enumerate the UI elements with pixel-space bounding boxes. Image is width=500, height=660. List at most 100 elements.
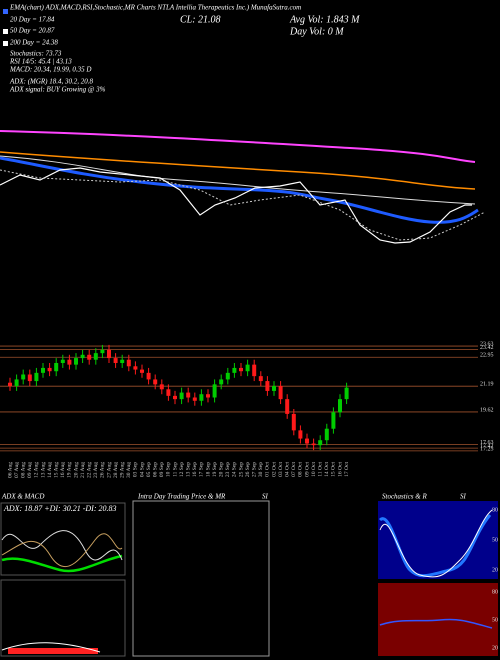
candle-body (206, 394, 210, 398)
x-tick-label: 20 Sep (218, 462, 224, 477)
candle-body (153, 379, 158, 385)
x-tick-label: 27 Aug (106, 462, 112, 478)
stoch-line (378, 514, 492, 578)
candle-body (113, 358, 118, 363)
stoch-panel (378, 501, 498, 579)
di-line (1, 530, 123, 561)
x-tick-label: 29 Aug (119, 462, 125, 478)
x-tick-label: 08 Aug (20, 462, 26, 478)
rsi-line (379, 618, 493, 629)
x-tick-label: 18 Sep (205, 462, 211, 477)
stoch-line (379, 509, 493, 578)
ma-line (0, 169, 486, 241)
candle-body (126, 359, 131, 367)
candle-body (14, 379, 19, 386)
legend-swatch (3, 9, 8, 14)
stoch-tick: 50 (492, 537, 498, 543)
macd-bars (8, 648, 98, 654)
x-tick-label: 09 Aug (27, 462, 33, 478)
chart-title: EMA(chart) ADX,MACD,RSI,Stochastic,MR Ch… (9, 4, 301, 12)
x-tick-label: 07 Oct (291, 462, 297, 477)
level-label: 19.62 (480, 407, 494, 413)
ma-line (0, 156, 479, 224)
x-tick-label: 30 Sep (258, 462, 264, 477)
rsi-value: RSI 14/5: 45.4 | 43.13 (9, 58, 72, 66)
di-line (1, 533, 123, 568)
ma-20: 20 Day = 17.84 (10, 16, 55, 24)
x-tick-label: 26 Aug (100, 462, 106, 478)
x-tick-label: 10 Sep (166, 462, 172, 477)
candle-body (107, 349, 111, 359)
candle-body (291, 413, 296, 431)
x-tick-label: 12 Aug (34, 462, 40, 478)
candle-body (80, 354, 85, 359)
x-tick-label: 22 Aug (86, 462, 92, 478)
candle-body (87, 354, 92, 360)
candle-body (252, 364, 257, 377)
x-tick-label: 27 Sep (251, 462, 257, 477)
adx-values: ADX: 18.87 +DI: 30.21 -DI: 20.83 (3, 504, 117, 513)
rsi-tick: 80 (492, 589, 498, 595)
candle-body (166, 389, 171, 396)
candle-body (34, 372, 39, 382)
candle-body (344, 387, 349, 400)
candle-body (93, 353, 98, 360)
ma-line (0, 130, 476, 163)
candle-body (120, 359, 125, 363)
x-tick-label: 02 Oct (271, 462, 277, 477)
candle-body (133, 366, 138, 370)
x-tick-label: 05 Sep (146, 462, 152, 477)
macd-line (1, 642, 101, 653)
candle-body (219, 379, 224, 385)
stoch-value: Stochastics: 73.73 (10, 50, 62, 58)
x-tick-label: 01 Oct (265, 462, 271, 477)
x-tick-label: 06 Aug (7, 462, 13, 478)
x-tick-label: 19 Aug (67, 462, 73, 478)
candle-body (331, 412, 336, 429)
x-tick-label: 14 Aug (47, 462, 53, 478)
x-tick-label: 12 Sep (179, 462, 185, 477)
legend-swatch (3, 29, 8, 34)
x-tick-label: 11 Oct (317, 462, 323, 477)
x-tick-label: 09 Oct (304, 462, 310, 477)
x-tick-label: 03 Sep (133, 462, 139, 477)
macd-panel (0, 579, 126, 657)
panel-title: SI (262, 493, 269, 501)
x-tick-label: 09 Sep (159, 462, 165, 477)
candle-body (318, 440, 323, 446)
candle-body (278, 386, 283, 400)
x-tick-label: 30 Aug (126, 462, 132, 478)
candle-body (159, 384, 164, 390)
x-tick-label: 14 Oct (324, 462, 330, 477)
stoch-tick: 80 (492, 507, 498, 513)
x-tick-label: 08 Oct (298, 462, 304, 477)
x-tick-label: 23 Aug (93, 462, 99, 478)
adx-panel (0, 502, 126, 576)
candle-body (47, 367, 52, 372)
candle-body (27, 374, 32, 382)
x-tick-label: 07 Aug (14, 462, 20, 478)
panel-title: Intra Day Trading Price & MR (137, 493, 226, 501)
rsi-tick: 20 (492, 645, 498, 651)
candle-body (8, 382, 12, 386)
candle-body (225, 372, 230, 380)
legend-swatch (3, 41, 8, 46)
adx-line (1, 554, 123, 573)
x-tick-label: 16 Oct (337, 462, 343, 477)
x-tick-label: 04 Sep (139, 462, 145, 477)
day-volume: Day Vol: 0 M (289, 26, 344, 37)
adx-signal: ADX signal: BUY Growing @ 3% (9, 86, 106, 94)
candle-body (140, 369, 144, 373)
level-label: 22.95 (480, 353, 494, 359)
panel-title: Stochastics & R (382, 493, 427, 501)
ma-line (0, 155, 476, 205)
x-tick-label: 16 Sep (192, 462, 198, 477)
candle-body (285, 399, 290, 414)
x-tick-label: 23 Sep (225, 462, 231, 477)
x-tick-label: 15 Oct (331, 462, 337, 477)
x-tick-label: 13 Sep (185, 462, 191, 477)
ma-200: 200 Day = 24.38 (10, 39, 58, 47)
x-tick-label: 11 Sep (172, 462, 178, 477)
x-tick-label: 17 Oct (344, 462, 350, 477)
candle-body (272, 386, 276, 391)
